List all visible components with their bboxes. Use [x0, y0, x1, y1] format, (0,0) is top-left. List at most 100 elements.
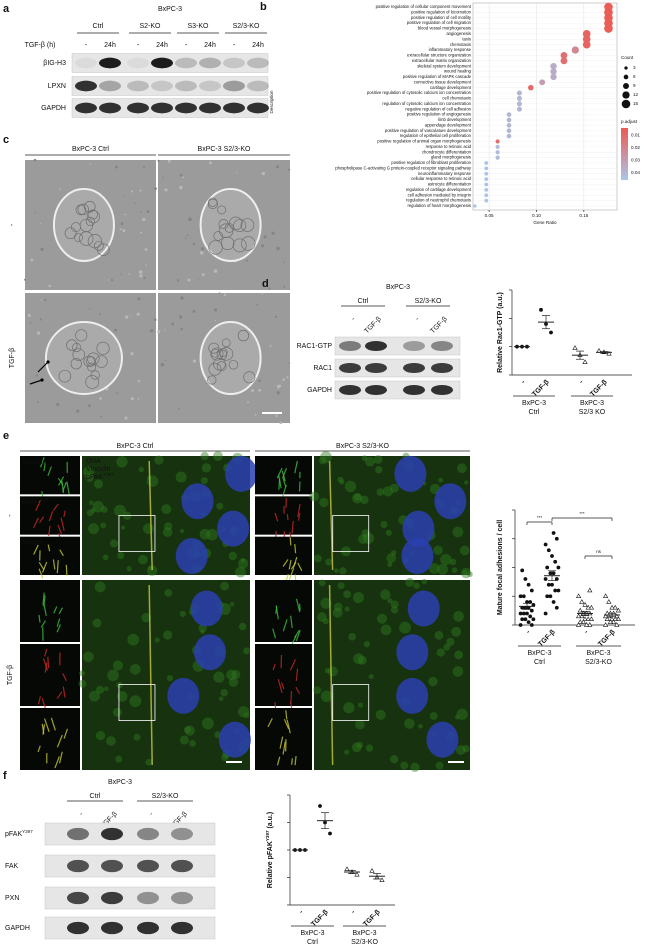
speckle [119, 273, 122, 275]
cytoplasm [320, 597, 332, 609]
blot-strip [44, 916, 216, 940]
speckle [182, 176, 185, 179]
speckle [40, 299, 43, 301]
adhesion [278, 478, 281, 490]
cytoplasm [375, 709, 386, 720]
cytoplasm [83, 651, 94, 663]
term-label: positive regulation of cell migration [407, 20, 472, 25]
point [582, 601, 588, 607]
cytoplasm [413, 582, 420, 589]
point [612, 616, 618, 621]
lane-label: TGF-β [429, 316, 448, 335]
merge-image [82, 456, 250, 575]
adhesion [291, 520, 294, 534]
channel-image [255, 708, 312, 770]
cytoplasm [117, 551, 125, 560]
point [543, 542, 548, 547]
row-label: - [9, 223, 16, 226]
blot-group: Ctrl [358, 298, 369, 305]
blot-band [199, 80, 221, 92]
nucleus [396, 677, 429, 714]
term-label: positive regulation of vasculature devel… [385, 128, 472, 133]
point [543, 611, 548, 616]
cell [213, 357, 226, 371]
channel-image [20, 708, 80, 770]
blot-row-label: βIG-H3 [43, 60, 66, 67]
dot [516, 95, 522, 101]
adhesion [54, 756, 60, 769]
adhesion [37, 696, 42, 705]
cytoplasm [145, 758, 153, 766]
cytoplasm [243, 647, 251, 655]
column-header: BxPC-3 S2/3-KO [198, 146, 251, 153]
point [546, 548, 551, 553]
group-label: S2/3-KO [585, 659, 612, 666]
point [602, 613, 609, 619]
term-label: connective tissue development [414, 79, 472, 84]
group-label: Ctrl [307, 939, 318, 946]
zoom-box [118, 684, 156, 721]
cytoplasm [85, 473, 94, 483]
blot-band [431, 384, 453, 396]
cytoplasm [228, 677, 239, 687]
blot-band [365, 340, 387, 352]
speckle [200, 247, 205, 251]
adhesion [294, 460, 298, 474]
cytoplasm [385, 529, 392, 536]
point [518, 594, 523, 599]
category-label: TGF-β [537, 628, 557, 648]
blot-band [67, 827, 89, 841]
speckle [89, 308, 91, 310]
channel-image [20, 580, 80, 642]
blot-band [175, 80, 197, 92]
cytoplasm [92, 618, 102, 628]
cytoplasm [462, 570, 468, 575]
adhesion [47, 544, 51, 552]
adhesion [295, 686, 300, 694]
cell [87, 209, 98, 220]
cell [66, 339, 78, 351]
row-label: - [7, 514, 14, 517]
blot-row-label: FAK [5, 863, 19, 870]
speckle [98, 313, 101, 315]
speckle [27, 313, 31, 317]
dot [484, 161, 489, 165]
speckle [142, 217, 146, 222]
cytoplasm [115, 755, 123, 763]
speckle [192, 359, 197, 363]
term-label: positive regulation of cell motility [411, 15, 472, 20]
point [588, 616, 595, 621]
speckle [258, 388, 262, 392]
blot-band [127, 102, 149, 114]
cell [83, 355, 95, 368]
cytoplasm [435, 761, 444, 770]
overlay-label: Vinculin [86, 466, 110, 473]
point [606, 599, 612, 604]
cytoplasm [464, 480, 469, 485]
group-label: BxPC-3 [586, 650, 610, 657]
cytoplasm [114, 504, 126, 517]
panel-label: d [262, 278, 269, 290]
cytoplasm [456, 463, 467, 474]
speckle [164, 359, 167, 361]
group-label: BxPC-3 [522, 400, 546, 407]
lane-label: - [85, 42, 88, 49]
speckle [125, 315, 129, 319]
cell [237, 329, 250, 342]
significance: ns [596, 549, 602, 554]
blot-band [365, 384, 387, 396]
blot-band [403, 340, 425, 352]
cell [217, 205, 227, 215]
term-label: angiogenesis [446, 31, 471, 36]
cytoplasm [154, 637, 160, 643]
cytoplasm [400, 761, 409, 770]
cytoplasm [339, 479, 345, 485]
cytoplasm [462, 744, 470, 753]
cytoplasm [380, 624, 392, 636]
cytoplasm [355, 719, 365, 730]
cell [232, 238, 247, 253]
speckle [149, 328, 154, 333]
speckle [157, 330, 161, 334]
cytoplasm [162, 527, 173, 538]
adhesion [56, 624, 61, 633]
